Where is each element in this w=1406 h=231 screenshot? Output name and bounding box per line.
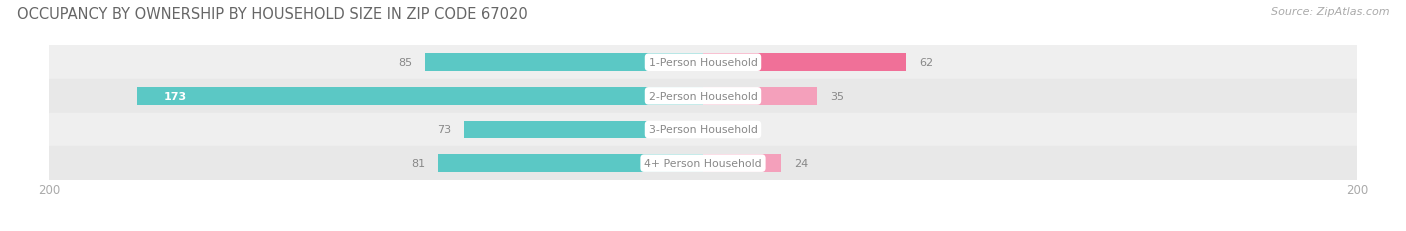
Text: 1-Person Household: 1-Person Household bbox=[648, 58, 758, 68]
Bar bbox=[703, 54, 905, 72]
Text: 73: 73 bbox=[437, 125, 451, 135]
Text: 173: 173 bbox=[163, 91, 187, 101]
Bar bbox=[49, 113, 1357, 147]
Text: Source: ZipAtlas.com: Source: ZipAtlas.com bbox=[1271, 7, 1389, 17]
Text: 2-Person Household: 2-Person Household bbox=[648, 91, 758, 101]
Text: 35: 35 bbox=[831, 91, 845, 101]
Bar bbox=[49, 80, 1357, 113]
Text: 81: 81 bbox=[411, 158, 425, 168]
Bar bbox=[439, 155, 703, 172]
Text: 24: 24 bbox=[794, 158, 808, 168]
Bar bbox=[49, 46, 1357, 80]
Text: 85: 85 bbox=[398, 58, 412, 68]
Text: 62: 62 bbox=[918, 58, 932, 68]
Bar bbox=[138, 88, 703, 105]
Bar bbox=[703, 121, 730, 139]
Text: 3-Person Household: 3-Person Household bbox=[648, 125, 758, 135]
Bar bbox=[703, 88, 817, 105]
Bar bbox=[703, 155, 782, 172]
Text: OCCUPANCY BY OWNERSHIP BY HOUSEHOLD SIZE IN ZIP CODE 67020: OCCUPANCY BY OWNERSHIP BY HOUSEHOLD SIZE… bbox=[17, 7, 527, 22]
Bar bbox=[425, 54, 703, 72]
Text: 8: 8 bbox=[742, 125, 749, 135]
Text: 4+ Person Household: 4+ Person Household bbox=[644, 158, 762, 168]
Bar bbox=[464, 121, 703, 139]
Bar bbox=[49, 147, 1357, 180]
